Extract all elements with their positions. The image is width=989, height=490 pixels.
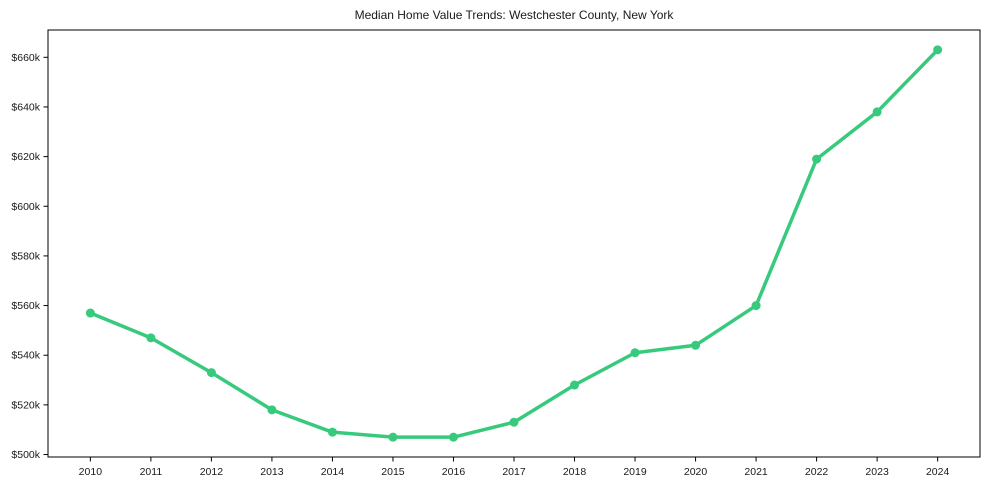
y-tick-label: $560k xyxy=(11,300,40,312)
x-tick-label: 2012 xyxy=(200,466,224,478)
data-point-2016 xyxy=(448,432,458,442)
data-point-2019 xyxy=(630,348,640,358)
data-point-2012 xyxy=(206,368,216,378)
data-point-2013 xyxy=(267,405,277,415)
y-tick-label: $600k xyxy=(11,201,40,213)
y-tick-label: $620k xyxy=(11,151,40,163)
data-point-2011 xyxy=(146,333,156,343)
y-tick-label: $520k xyxy=(11,399,40,411)
data-point-2022 xyxy=(812,154,822,164)
data-point-2023 xyxy=(872,107,882,117)
x-tick-label: 2015 xyxy=(381,466,405,478)
x-tick-label: 2013 xyxy=(260,466,284,478)
data-point-2010 xyxy=(85,308,95,318)
x-tick-label: 2011 xyxy=(140,466,163,478)
x-tick-label: 2018 xyxy=(563,466,587,478)
y-tick-label: $660k xyxy=(11,52,40,64)
y-tick-label: $580k xyxy=(11,250,40,262)
plot-border xyxy=(47,29,981,458)
y-tick-label: $500k xyxy=(11,449,40,461)
data-point-2014 xyxy=(327,427,337,437)
data-point-2020 xyxy=(691,340,701,350)
x-tick-label: 2019 xyxy=(623,466,647,478)
trend-line xyxy=(88,48,940,439)
x-tick-label: 2022 xyxy=(805,466,829,478)
x-tick-label: 2023 xyxy=(865,466,889,478)
chart-title: Median Home Value Trends: Westchester Co… xyxy=(354,8,674,22)
data-point-2024 xyxy=(933,45,943,55)
y-tick-label: $640k xyxy=(11,101,40,113)
data-point-2017 xyxy=(509,417,519,427)
data-point-2015 xyxy=(388,432,398,442)
x-tick-label: 2010 xyxy=(79,466,103,478)
x-tick-label: 2021 xyxy=(744,466,768,478)
data-point-2021 xyxy=(751,301,761,311)
x-tick-label: 2014 xyxy=(321,466,345,478)
data-point-2018 xyxy=(570,380,580,390)
x-tick-label: 2024 xyxy=(926,466,950,478)
x-tick-label: 2017 xyxy=(502,466,526,478)
x-tick-label: 2020 xyxy=(684,466,708,478)
x-tick-label: 2016 xyxy=(442,466,466,478)
y-tick-label: $540k xyxy=(11,350,40,362)
